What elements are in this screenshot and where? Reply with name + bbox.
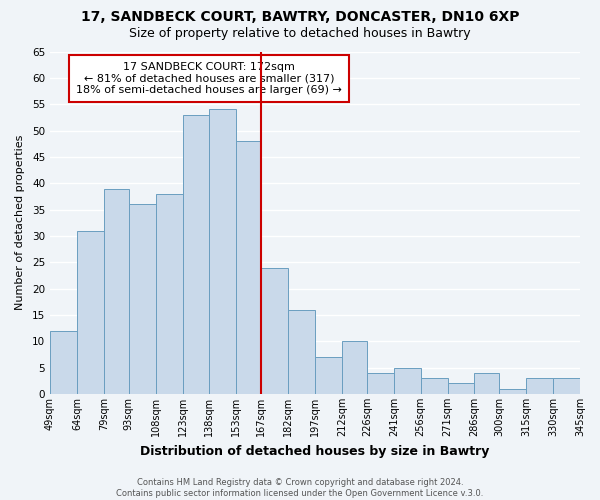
Bar [50, 331, 77, 394]
Bar [104, 188, 129, 394]
Bar [77, 230, 104, 394]
Text: 17, SANDBECK COURT, BAWTRY, DONCASTER, DN10 6XP: 17, SANDBECK COURT, BAWTRY, DONCASTER, D… [81, 10, 519, 24]
Text: Contains HM Land Registry data © Crown copyright and database right 2024.
Contai: Contains HM Land Registry data © Crown c… [116, 478, 484, 498]
Text: Size of property relative to detached houses in Bawtry: Size of property relative to detached ho… [129, 28, 471, 40]
Bar [421, 378, 448, 394]
Bar [499, 388, 526, 394]
Y-axis label: Number of detached properties: Number of detached properties [15, 135, 25, 310]
Text: 17 SANDBECK COURT: 172sqm
← 81% of detached houses are smaller (317)
18% of semi: 17 SANDBECK COURT: 172sqm ← 81% of detac… [76, 62, 342, 95]
Bar [315, 357, 342, 394]
Bar [155, 194, 182, 394]
Bar [342, 342, 367, 394]
Bar [448, 384, 475, 394]
Bar [526, 378, 553, 394]
X-axis label: Distribution of detached houses by size in Bawtry: Distribution of detached houses by size … [140, 444, 490, 458]
Bar [209, 110, 236, 394]
Bar [182, 114, 209, 394]
Bar [129, 204, 155, 394]
Bar [236, 141, 262, 394]
Bar [367, 373, 394, 394]
Bar [553, 378, 580, 394]
Bar [262, 268, 288, 394]
Bar [288, 310, 315, 394]
Bar [394, 368, 421, 394]
Bar [475, 373, 499, 394]
